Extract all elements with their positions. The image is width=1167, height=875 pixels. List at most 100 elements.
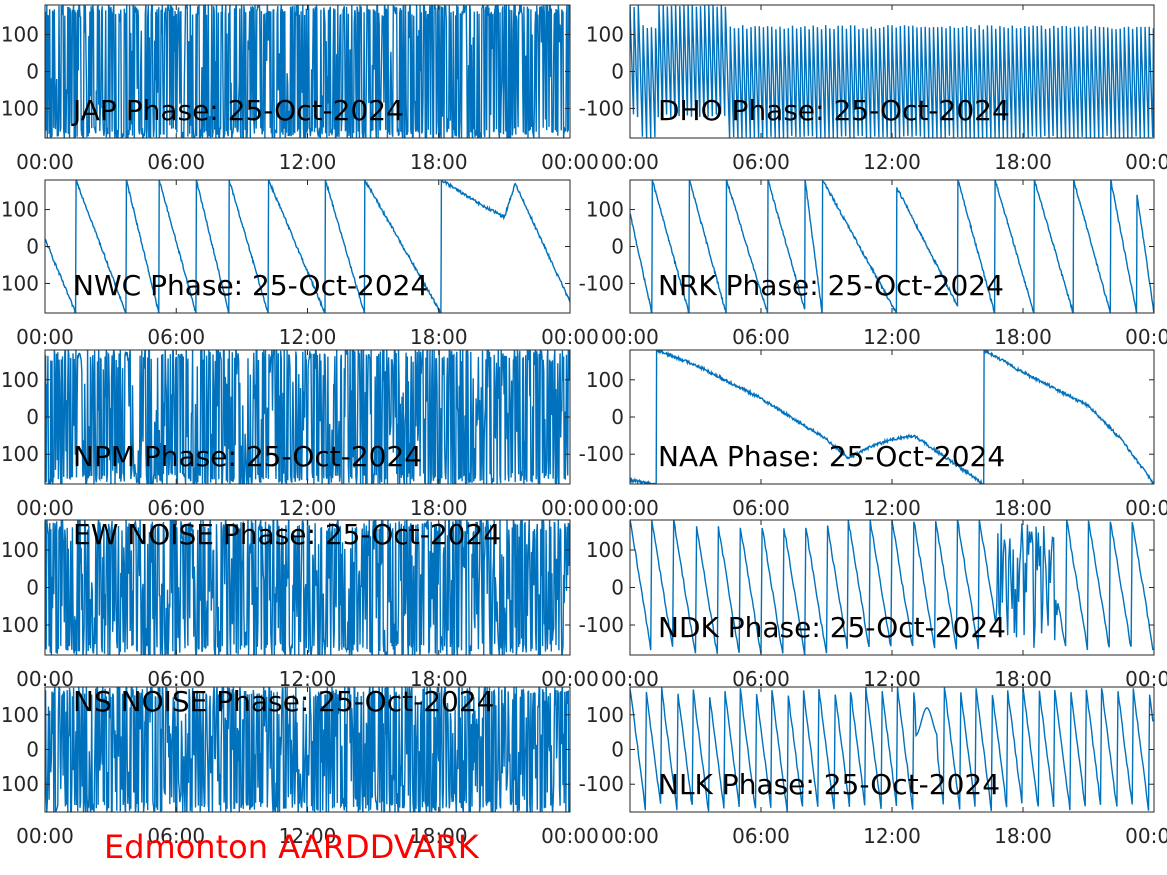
panel-title: NLK Phase: 25-Oct-2024: [658, 768, 1000, 801]
phase-trace-line: [630, 5, 1154, 138]
x-tick-label: 12:00: [279, 325, 337, 349]
x-tick-label: 18:00: [994, 824, 1052, 848]
x-tick-label: 18:00: [410, 824, 468, 848]
y-tick-label: -100: [0, 442, 39, 466]
y-tick-label: 100: [586, 538, 624, 562]
panel-title: NRK Phase: 25-Oct-2024: [658, 269, 1004, 302]
x-tick-label: 00:00: [601, 325, 659, 349]
phase-trace-line: [45, 5, 570, 138]
y-tick-label: 100: [586, 703, 624, 727]
y-tick-label: -100: [0, 613, 39, 637]
phase-trace-line: [45, 687, 570, 812]
chart-panel-4: -100 0 100 00:00 06:00 12:00 18:00 00:00 NRK Pha…: [579, 179, 1167, 349]
x-tick-label: 12:00: [279, 824, 337, 848]
y-tick-label: 100: [1, 538, 39, 562]
x-tick-label: 18:00: [410, 325, 468, 349]
y-tick-label: -100: [579, 613, 624, 637]
phase-trace-line: [45, 520, 570, 655]
y-tick-label: -100: [579, 772, 624, 796]
y-tick-label: -100: [0, 271, 39, 295]
y-tick-label: -100: [0, 772, 39, 796]
x-tick-label: 18:00: [994, 325, 1052, 349]
x-tick-label: 00:00: [601, 150, 659, 174]
x-tick-label: 12:00: [279, 496, 337, 520]
x-tick-label: 06:00: [147, 824, 205, 848]
panel-title: NAA Phase: 25-Oct-2024: [658, 440, 1005, 473]
x-tick-label: 06:00: [732, 496, 790, 520]
panel-title: NDK Phase: 25-Oct-2024: [658, 611, 1006, 644]
chart-panel-5: -100 0 100 00:00 06:00 12:00 18:00 00:00 NPM Pha…: [0, 349, 599, 520]
y-tick-label: 100: [1, 368, 39, 392]
y-tick-label: 0: [26, 405, 39, 429]
x-tick-label: 18:00: [994, 150, 1052, 174]
x-tick-label: 18:00: [410, 150, 468, 174]
phase-trace-line: [630, 520, 1154, 655]
x-tick-label: 12:00: [863, 325, 921, 349]
station-label: Edmonton AARDDVARK: [104, 828, 479, 866]
y-tick-label: 0: [611, 405, 624, 429]
x-tick-label: 00:00: [541, 496, 599, 520]
y-tick-label: 100: [586, 23, 624, 47]
x-tick-label: 12:00: [863, 496, 921, 520]
chart-panel-1: -100 0 100 00:00 06:00 12:00 18:00 00:00 JAP Pha…: [0, 4, 599, 174]
x-tick-label: 00:00: [541, 150, 599, 174]
x-tick-label: 00:00: [16, 824, 74, 848]
x-tick-label: 18:00: [410, 496, 468, 520]
x-tick-label: 06:00: [732, 824, 790, 848]
y-tick-label: 100: [586, 198, 624, 222]
y-tick-label: 100: [1, 198, 39, 222]
panel-title: JAP Phase: 25-Oct-2024: [71, 94, 404, 127]
x-tick-label: 06:00: [147, 325, 205, 349]
chart-panel-9: -100 0 100 00:00 06:00 12:00 18:00 00:00 NS NOIS…: [0, 685, 599, 848]
panel-title: NS NOISE Phase: 25-Oct-2024: [73, 685, 494, 718]
chart-panel-10: -100 0 100 00:00 06:00 12:00 18:00 00:00 NLK Pha…: [579, 686, 1167, 848]
x-tick-label: 00:00: [1125, 496, 1167, 520]
phase-trace-line: [630, 350, 1154, 484]
x-tick-label: 00:00: [16, 150, 74, 174]
panel-title: EW NOISE Phase: 25-Oct-2024: [73, 518, 501, 551]
panel-title: NWC Phase: 25-Oct-2024: [73, 269, 428, 302]
panel-title: DHO Phase: 25-Oct-2024: [658, 94, 1010, 127]
x-tick-label: 00:00: [601, 824, 659, 848]
phase-trace-line: [630, 180, 1154, 313]
y-tick-label: -100: [579, 271, 624, 295]
panel-title: NPM Phase: 25-Oct-2024: [73, 440, 422, 473]
x-tick-label: 00:00: [16, 496, 74, 520]
x-tick-label: 06:00: [732, 150, 790, 174]
y-tick-label: 0: [611, 60, 624, 84]
y-tick-label: -100: [0, 96, 39, 120]
x-tick-label: 00:00: [1125, 824, 1167, 848]
y-tick-label: 0: [26, 738, 39, 762]
chart-panel-6: -100 0 100 00:00 06:00 12:00 18:00 00:00 NAA Pha…: [579, 349, 1167, 520]
x-tick-label: 18:00: [994, 496, 1052, 520]
x-tick-label: 00:00: [541, 325, 599, 349]
y-tick-label: 100: [586, 368, 624, 392]
x-tick-label: 06:00: [147, 150, 205, 174]
x-tick-label: 06:00: [147, 496, 205, 520]
x-tick-label: 12:00: [863, 150, 921, 174]
x-tick-label: 06:00: [732, 325, 790, 349]
y-tick-label: 0: [611, 576, 624, 600]
x-tick-label: 00:00: [16, 325, 74, 349]
y-tick-label: 0: [611, 235, 624, 259]
y-tick-label: 100: [1, 23, 39, 47]
y-tick-label: 0: [26, 60, 39, 84]
phase-trace-line: [45, 180, 570, 313]
y-tick-label: 0: [26, 235, 39, 259]
chart-panel-2: -100 0 100 00:00 06:00 12:00 18:00 00:00 DHO Pha…: [579, 4, 1167, 174]
y-tick-label: -100: [579, 96, 624, 120]
x-tick-label: 12:00: [279, 150, 337, 174]
y-tick-label: 0: [611, 738, 624, 762]
x-tick-label: 00:00: [541, 824, 599, 848]
chart-panel-3: -100 0 100 00:00 06:00 12:00 18:00 00:00 NWC Pha…: [0, 179, 599, 349]
y-tick-label: 100: [1, 703, 39, 727]
x-tick-label: 00:00: [1125, 150, 1167, 174]
y-tick-label: -100: [579, 442, 624, 466]
x-tick-label: 00:00: [1125, 325, 1167, 349]
x-tick-label: 00:00: [601, 496, 659, 520]
x-tick-label: 12:00: [863, 824, 921, 848]
phase-trace-line: [630, 687, 1154, 812]
